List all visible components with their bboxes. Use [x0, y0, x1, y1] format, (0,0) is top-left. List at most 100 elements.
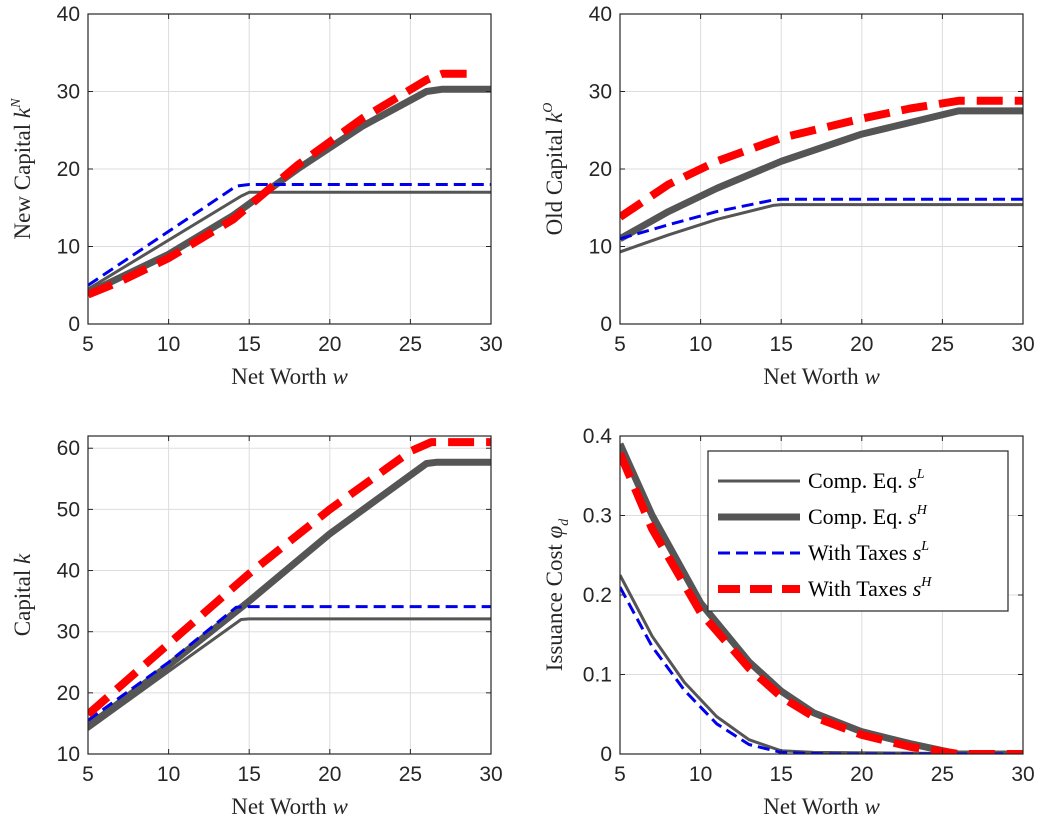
legend-entry-var: s [913, 576, 922, 601]
x-axis-label-text: Net Worth [231, 364, 332, 389]
legend-entry: Comp. Eq. sL [808, 467, 925, 493]
y-tick-label: 30 [589, 81, 612, 104]
x-tick-label: 20 [318, 763, 341, 786]
x-tick-label: 5 [614, 763, 626, 786]
series-line-tax-high [88, 69, 467, 299]
x-tick-label: 15 [238, 333, 261, 356]
series-line-tax-low [88, 183, 491, 287]
y-axis-label-text: Old Capital [542, 123, 567, 235]
axes-box [87, 435, 492, 755]
x-axis-label: Net Worth w [231, 794, 348, 819]
series-group [88, 438, 491, 731]
legend-entry: With Taxes sL [808, 539, 929, 565]
y-axis-label-text: New Capital [10, 118, 35, 239]
x-tick-label: 30 [479, 333, 502, 356]
panel-1: 5 10 15 20 25 30 0 10 20 30 40 Net Worth w New Capit… [9, 3, 503, 389]
x-tick-label: 25 [399, 763, 422, 786]
x-axis-label: Net Worth w [763, 364, 880, 389]
y-axis-label-sub: d [557, 518, 572, 526]
series-line-tax-high [620, 451, 1023, 754]
series-line-comp-high [620, 107, 1023, 242]
y-axis-label-var: k [10, 553, 35, 564]
y-axis-label-var: k [10, 107, 35, 118]
y-axis-label-text: Issuance Cost [542, 538, 567, 671]
legend-entry: With Taxes sH [808, 575, 932, 601]
x-axis-label-var: w [332, 364, 348, 389]
y-axis-label-text: Capital [10, 564, 35, 636]
x-tick-label: 20 [850, 333, 873, 356]
x-tick-label: 10 [689, 763, 712, 786]
y-axis-label-var: φ [542, 525, 567, 538]
legend-entry-text: With Taxes [808, 540, 913, 565]
legend-box [707, 450, 1009, 612]
y-tick-label: 60 [57, 437, 80, 460]
x-tick-label: 15 [238, 763, 261, 786]
series-line-comp-high [88, 458, 491, 730]
series-line-comp-low [620, 203, 1023, 254]
y-axis-label: New Capital kN [9, 98, 35, 240]
x-tick-label: 5 [82, 763, 94, 786]
y-tick-label: 20 [57, 682, 80, 705]
x-axis-label-var: w [332, 794, 348, 819]
legend-entry-sup: H [916, 503, 928, 518]
x-tick-label: 30 [1011, 333, 1034, 356]
x-tick-label: 20 [318, 333, 341, 356]
x-tick-label: 25 [931, 333, 954, 356]
series-line-tax-low [620, 197, 1023, 241]
y-tick-label: 30 [57, 81, 80, 104]
y-tick-label: 10 [589, 236, 612, 259]
legend-entry-text: Comp. Eq. [808, 504, 908, 529]
legend-entry-var: s [913, 540, 922, 565]
y-tick-label: 40 [57, 3, 80, 26]
x-axis-label-text: Net Worth [763, 364, 864, 389]
y-tick-label: 50 [57, 498, 80, 521]
y-tick-label: 20 [57, 158, 80, 181]
x-tick-label: 15 [770, 763, 793, 786]
y-tick-label: 0.2 [583, 584, 612, 607]
x-tick-label: 10 [157, 763, 180, 786]
x-tick-label: 25 [399, 333, 422, 356]
series-group [620, 442, 1023, 754]
series-line-comp-low [88, 617, 491, 731]
series-group [620, 96, 1023, 254]
x-axis-label: Net Worth w [231, 364, 348, 389]
y-tick-label: 0.1 [583, 664, 612, 687]
y-axis-label: Old Capital kO [541, 103, 567, 236]
x-axis-label: Net Worth w [763, 794, 880, 819]
legend-entry-text: Comp. Eq. [808, 468, 908, 493]
x-tick-label: 10 [157, 333, 180, 356]
series-group [88, 69, 491, 299]
y-tick-label: 0 [600, 313, 612, 336]
y-axis-label-var: k [542, 112, 567, 123]
series-line-tax-high [620, 96, 1023, 221]
y-axis-label-sup: N [9, 98, 24, 109]
x-tick-label: 5 [614, 333, 626, 356]
x-axis-label-text: Net Worth [231, 794, 332, 819]
legend-entry-sup: L [920, 539, 929, 554]
legend-entry-var: s [908, 504, 917, 529]
legend-entry-sup: L [916, 467, 925, 482]
x-tick-label: 30 [479, 763, 502, 786]
y-tick-label: 40 [57, 560, 80, 583]
y-tick-label: 10 [57, 236, 80, 259]
x-axis-label-text: Net Worth [763, 794, 864, 819]
y-axis-label: Capital k [10, 553, 35, 636]
y-tick-label: 30 [57, 621, 80, 644]
x-tick-label: 15 [770, 333, 793, 356]
legend-entry-sup: H [920, 575, 932, 590]
y-tick-label: 20 [589, 158, 612, 181]
series-line-comp-low [620, 574, 1023, 754]
x-tick-label: 25 [931, 763, 954, 786]
panel-2: 5 10 15 20 25 30 0 10 20 30 40 Net Worth w Old Capit… [541, 3, 1035, 389]
y-tick-label: 0.4 [583, 425, 613, 448]
y-tick-label: 0 [68, 313, 80, 336]
series-line-tax-high [88, 438, 491, 718]
x-axis-label-var: w [864, 364, 880, 389]
series-line-comp-low [88, 190, 491, 291]
legend-entry-text: With Taxes [808, 576, 913, 601]
x-tick-label: 20 [850, 763, 873, 786]
series-line-tax-low [88, 605, 491, 722]
